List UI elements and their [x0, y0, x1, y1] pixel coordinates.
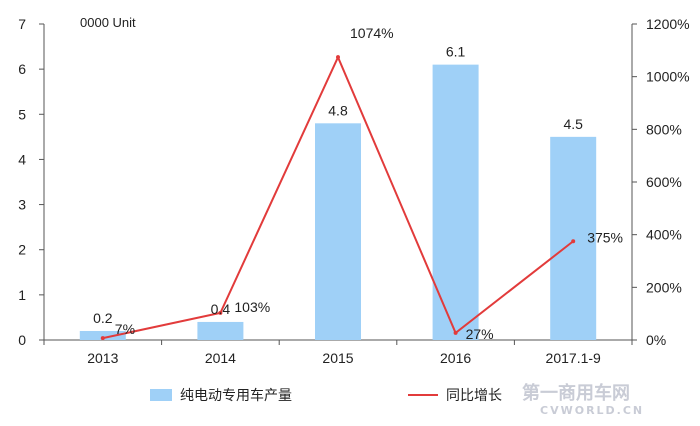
bar-value-label: 0.4 [211, 301, 231, 317]
legend-label-bars: 纯电动专用车产量 [180, 387, 292, 404]
bar-value-label: 4.8 [328, 102, 348, 118]
line-point [336, 55, 340, 60]
bar [197, 321, 244, 340]
bar [315, 123, 361, 340]
watermark-text: 第一商用车网 [522, 382, 630, 404]
bar [432, 64, 479, 340]
y-left-tick-label: 4 [18, 151, 26, 167]
y-right-tick-label: 200% [646, 279, 682, 295]
line-value-label: 1074% [350, 25, 394, 41]
y-left-tick-label: 0 [18, 332, 26, 348]
x-tick-label: 2013 [87, 350, 118, 366]
unit-label: 0000 Unit [80, 15, 136, 30]
bar-series [79, 64, 597, 340]
line-point [571, 239, 576, 244]
bar-value-label: 6.1 [446, 44, 466, 60]
y-right-tick-label: 1200% [646, 16, 690, 32]
y-right-tick-label: 800% [646, 121, 682, 137]
legend-swatch-bars [150, 389, 172, 401]
bar [550, 136, 597, 340]
legend-label-line: 同比增长 [446, 388, 502, 404]
legend: 纯电动专用车产量 同比增长 [150, 387, 502, 404]
y-left-tick-label: 5 [18, 106, 26, 122]
line-value-label: 7% [115, 321, 135, 337]
x-tick-label: 2016 [440, 350, 471, 366]
line-point [100, 336, 105, 341]
y-right-tick-label: 600% [646, 174, 682, 190]
line-value-label: 103% [234, 299, 270, 315]
y-left-tick-label: 2 [18, 242, 26, 258]
line-value-label: 27% [466, 326, 494, 342]
bar-value-label: 4.5 [563, 116, 583, 132]
y-left-tick-label: 7 [18, 16, 26, 32]
y-right-tick-label: 0% [646, 332, 666, 348]
bar-value-label: 0.2 [93, 310, 113, 326]
y-left-tick-label: 3 [18, 197, 26, 213]
x-tick-label: 2015 [322, 350, 353, 366]
watermark-subtext: CVWORLD.CN [540, 404, 644, 417]
bar [79, 330, 126, 340]
line-point [453, 330, 458, 335]
x-tick-label: 2014 [205, 350, 236, 366]
y-left-tick-label: 6 [18, 61, 26, 77]
y-right-tick-label: 1000% [646, 69, 690, 85]
axes: 0 1 2 3 4 5 6 7 0% 200% 400% 600% 800% 1000% 1200% 2013… [18, 16, 689, 366]
watermark: 第一商用车网 CVWORLD.CN [522, 382, 644, 417]
line-point [218, 310, 223, 315]
line-value-label: 375% [587, 229, 623, 245]
data-labels: 0.2 0.4 4.8 6.1 4.5 7% 103% 1074% 27% 375% [93, 25, 623, 342]
y-left-tick-label: 1 [18, 287, 26, 303]
line-series [100, 54, 576, 341]
y-right-tick-label: 400% [646, 227, 682, 243]
x-tick-label: 2017.1-9 [546, 350, 601, 366]
